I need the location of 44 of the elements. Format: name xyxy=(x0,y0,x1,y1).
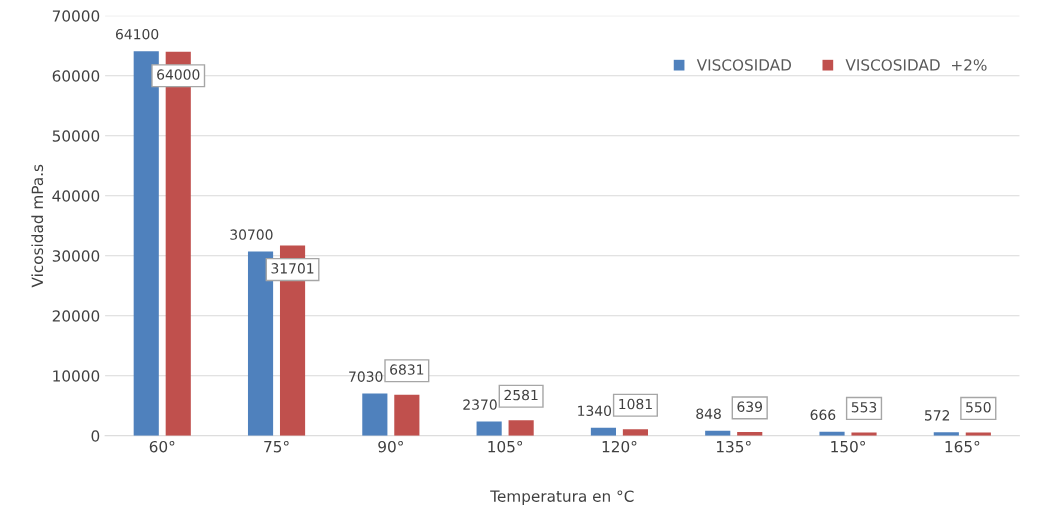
data-label: 64100 xyxy=(115,28,159,40)
y-tick-label: 70000 xyxy=(52,10,100,22)
y-tick-label: 0 xyxy=(91,430,100,442)
x-axis-title: Temperatura en °C xyxy=(490,490,634,505)
data-label: 848 xyxy=(696,408,721,419)
data-label: 666 xyxy=(810,409,836,421)
bar xyxy=(508,420,534,436)
data-label: 550 xyxy=(966,401,991,413)
data-label: 31701 xyxy=(271,263,314,274)
data-label: 2581 xyxy=(504,389,538,401)
bar xyxy=(362,393,388,436)
x-tick-label: 120° xyxy=(602,440,637,453)
data-label: 6831 xyxy=(390,364,424,375)
data-label: 1081 xyxy=(619,398,652,410)
y-tick-label: 40000 xyxy=(52,190,100,202)
y-tick-label: 20000 xyxy=(52,310,100,322)
x-tick-label: 135° xyxy=(717,440,751,453)
bar xyxy=(476,421,502,436)
bar xyxy=(851,432,877,436)
y-tick-label: 10000 xyxy=(53,370,100,382)
y-tick-label: 30000 xyxy=(52,250,100,262)
data-label: 553 xyxy=(851,401,877,413)
y-axis-title: Vicosidad mPa.s xyxy=(31,164,44,288)
x-tick-label: 150° xyxy=(831,440,865,453)
bar xyxy=(133,51,159,436)
data-label: 572 xyxy=(924,410,950,421)
bar xyxy=(394,394,420,436)
bar xyxy=(622,429,649,436)
data-label: 639 xyxy=(737,401,763,412)
y-tick-label: 60000 xyxy=(52,70,100,82)
x-tick-label: 75° xyxy=(264,440,289,453)
x-tick-label: 165° xyxy=(945,440,980,453)
legend-label: VISCOSIDAD +2% xyxy=(845,59,987,71)
data-label: 64000 xyxy=(157,69,200,80)
data-label: 30700 xyxy=(230,229,273,240)
legend-label: VISCOSIDAD xyxy=(696,59,792,71)
x-tick-label: 105° xyxy=(488,440,523,453)
data-label: 1340 xyxy=(578,405,612,417)
x-tick-label: 90° xyxy=(378,440,403,453)
y-tick-label: 50000 xyxy=(52,130,100,142)
data-label: 7030 xyxy=(349,371,383,382)
x-tick-label: 60° xyxy=(149,440,175,453)
data-label: 2370 xyxy=(463,399,497,410)
bar xyxy=(965,432,991,436)
